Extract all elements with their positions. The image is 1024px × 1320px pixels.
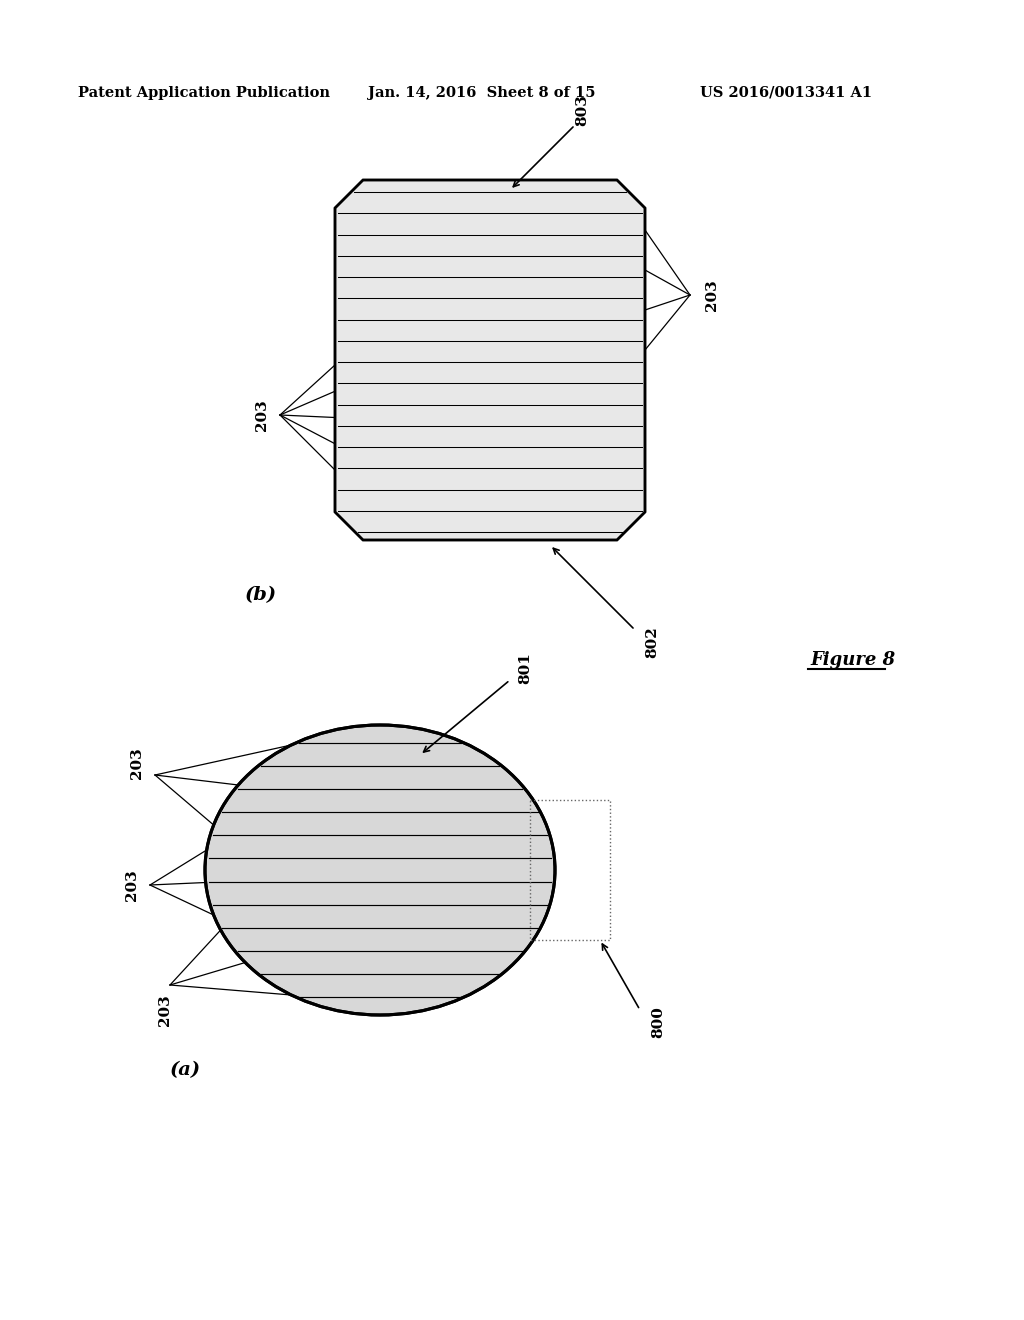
Text: (a): (a) — [170, 1061, 201, 1078]
Text: 203: 203 — [705, 279, 719, 312]
Polygon shape — [335, 180, 645, 540]
Ellipse shape — [205, 725, 555, 1015]
Text: Jan. 14, 2016  Sheet 8 of 15: Jan. 14, 2016 Sheet 8 of 15 — [368, 86, 596, 100]
Bar — [530, 800, 610, 940]
Text: 802: 802 — [645, 626, 659, 657]
Text: 803: 803 — [575, 94, 589, 125]
Text: 203: 203 — [130, 747, 144, 779]
Text: Patent Application Publication: Patent Application Publication — [78, 86, 330, 100]
Text: Figure 8: Figure 8 — [810, 651, 895, 669]
Text: 203: 203 — [125, 869, 139, 900]
Text: 800: 800 — [651, 1006, 665, 1038]
Text: 203: 203 — [158, 994, 172, 1026]
Text: US 2016/0013341 A1: US 2016/0013341 A1 — [700, 86, 872, 100]
Text: 801: 801 — [518, 652, 532, 684]
Text: (b): (b) — [245, 586, 278, 605]
Text: 203: 203 — [255, 399, 269, 430]
